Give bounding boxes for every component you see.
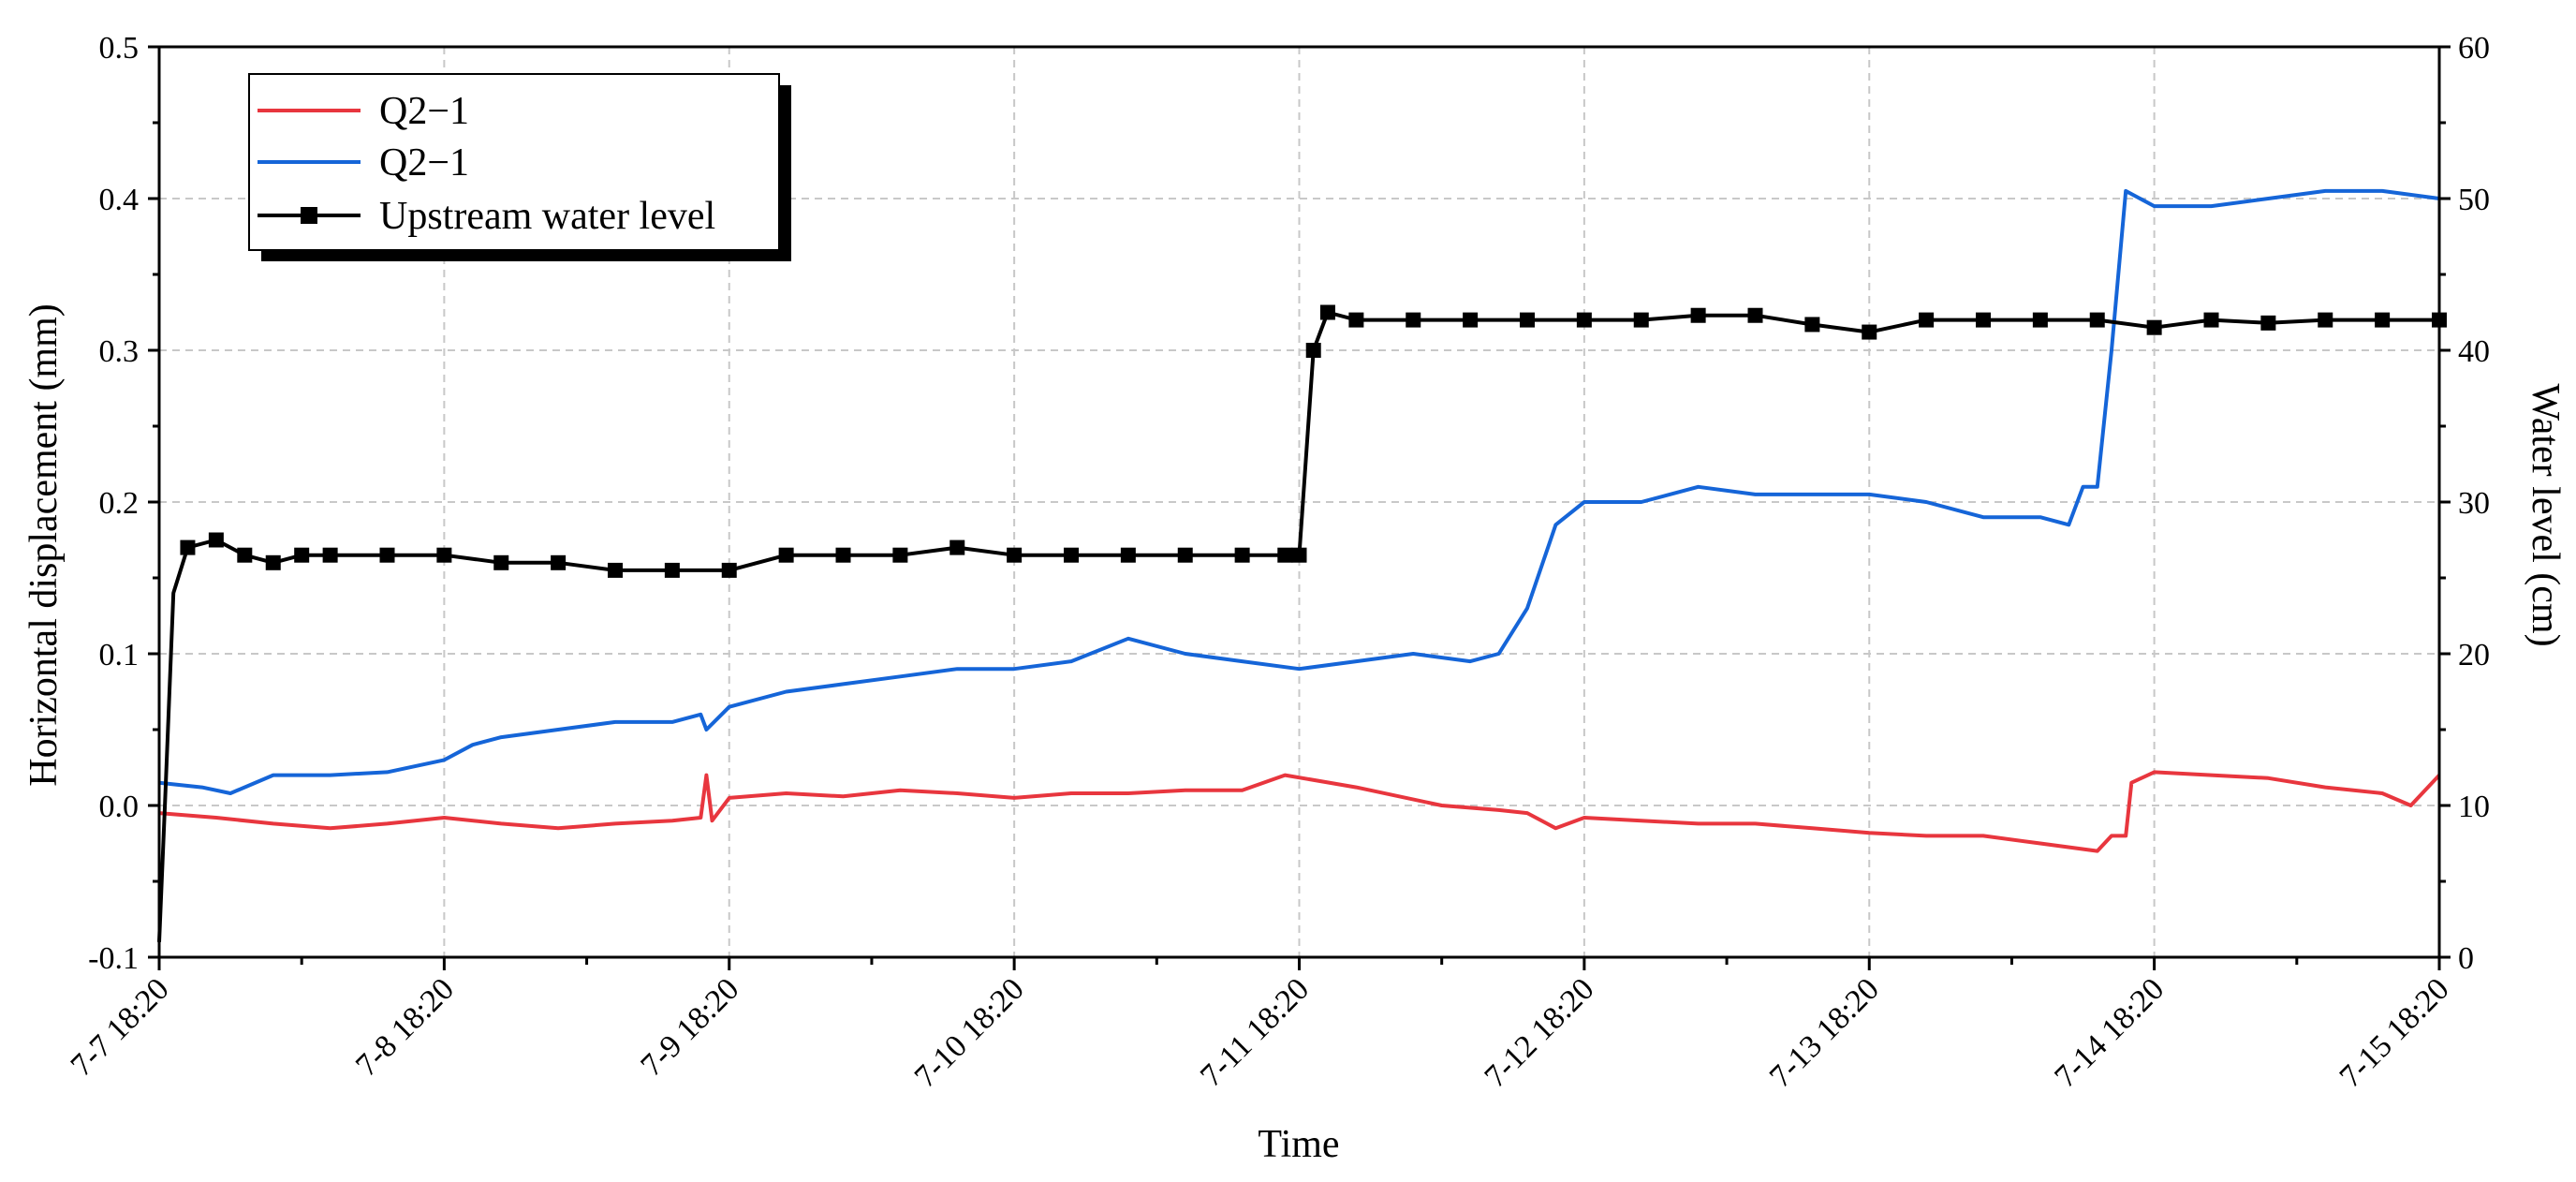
legend-label-q2-1-blue: Q2−1 <box>379 141 469 185</box>
legend-label-water-level: Upstream water level <box>379 195 715 238</box>
water-level-marker <box>1406 312 1421 328</box>
water-level-marker <box>1120 547 1136 563</box>
water-level-marker <box>1576 312 1592 328</box>
water-level-marker <box>1976 312 1991 328</box>
y-left-tick-label: 0.0 <box>99 790 140 824</box>
water-level-marker <box>1064 547 1079 563</box>
legend-label-q2-1-red: Q2−1 <box>379 90 469 133</box>
water-level-marker <box>2146 319 2162 335</box>
water-level-marker <box>2375 312 2391 328</box>
legend: Q2−1 Q2−1 Upstream water level <box>248 73 791 261</box>
water-level-marker <box>208 532 224 548</box>
y-left-tick-label: 0.1 <box>99 638 140 672</box>
water-level-marker <box>1291 547 1307 563</box>
water-level-marker <box>1690 307 1706 323</box>
water-level-marker <box>1919 312 1935 328</box>
water-level-marker <box>1348 312 1364 328</box>
water-level-marker <box>1277 547 1293 563</box>
water-level-marker <box>294 547 310 563</box>
water-level-marker <box>2032 312 2048 328</box>
water-level-marker <box>1305 343 1321 358</box>
water-level-marker <box>835 547 851 563</box>
y-left-tick-label: 0.2 <box>99 486 140 521</box>
water-level-marker <box>778 547 794 563</box>
y-left-tick-label: -0.1 <box>88 941 139 976</box>
y-right-tick-label: 20 <box>2458 638 2490 672</box>
water-level-marker <box>892 547 908 563</box>
series-line-q2-1-blue <box>158 188 2440 795</box>
y-left-tick-label: 0.5 <box>99 31 140 66</box>
water-level-marker <box>949 539 965 555</box>
water-level-marker <box>180 539 196 555</box>
water-level-marker <box>664 562 680 578</box>
y-right-tick-label: 50 <box>2458 183 2490 217</box>
x-axis-title: Time <box>1258 1123 1339 1166</box>
series-line-q2-1-red <box>158 770 2441 853</box>
y-axis-left-title: Horizontal displacement (mm) <box>22 303 66 787</box>
water-level-marker <box>1234 547 1250 563</box>
water-level-marker <box>265 554 281 570</box>
water-level-marker <box>1319 304 1335 320</box>
water-level-marker <box>379 547 395 563</box>
water-level-marker <box>2260 315 2276 331</box>
water-level-marker <box>608 562 623 578</box>
water-level-marker <box>2318 312 2333 328</box>
legend-marker-water-level <box>301 207 317 224</box>
water-level-marker <box>1747 307 1763 323</box>
y-right-tick-label: 0 <box>2458 941 2474 976</box>
water-level-marker <box>1177 547 1193 563</box>
water-level-marker <box>1804 317 1820 332</box>
axes <box>148 45 2451 970</box>
water-level-marker <box>1633 312 1649 328</box>
water-level-marker <box>322 547 338 563</box>
y-left-tick-label: 0.4 <box>99 183 140 217</box>
y-axis-right-title: Water level (cm) <box>2524 383 2567 646</box>
water-level-marker <box>237 547 253 563</box>
y-right-tick-label: 40 <box>2458 334 2490 369</box>
y-left-tick-label: 0.3 <box>99 334 140 369</box>
water-level-marker <box>721 562 737 578</box>
y-right-tick-label: 30 <box>2458 486 2490 521</box>
water-level-marker <box>2089 312 2105 328</box>
water-level-marker <box>551 554 567 570</box>
water-level-marker <box>2203 312 2219 328</box>
y-right-tick-label: 10 <box>2458 790 2490 824</box>
water-level-marker <box>1463 312 1479 328</box>
water-level-marker <box>1007 547 1023 563</box>
y-right-tick-label: 60 <box>2458 31 2490 66</box>
water-level-marker <box>493 554 509 570</box>
water-level-marker <box>1862 324 1877 340</box>
water-level-marker <box>436 547 452 563</box>
series-area <box>157 188 2447 942</box>
water-level-marker <box>1520 312 1535 328</box>
